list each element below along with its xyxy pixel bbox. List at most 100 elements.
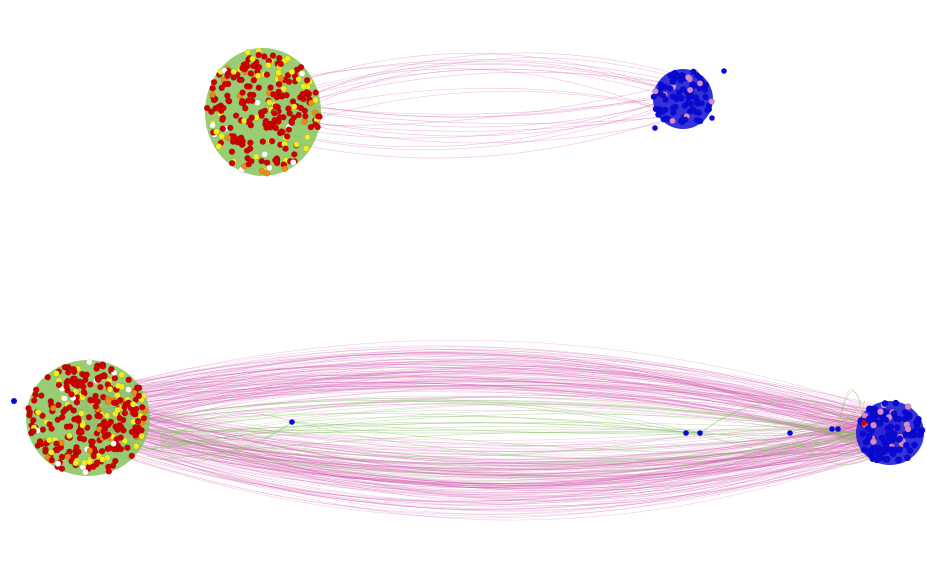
bottom-cross-edge	[67, 388, 896, 423]
bottom-cross-edge	[66, 393, 896, 447]
bottom-cross-edge	[85, 352, 895, 436]
bottom-cross-edge	[87, 378, 897, 418]
top-cross-edge	[269, 64, 696, 99]
bottom-b-node	[906, 447, 914, 454]
bottom-bridge-edge	[140, 422, 833, 435]
bottom-a-node	[98, 448, 106, 455]
top-a-node	[253, 153, 260, 160]
bottom-cross-edge	[85, 433, 903, 496]
top-a-node	[259, 138, 266, 145]
bottom-bridge-nodes	[289, 419, 841, 436]
bottom-bridge-edge	[699, 432, 870, 455]
bottom-cross-edge	[69, 397, 880, 464]
bottom-cluster-mixed	[11, 358, 150, 476]
top-a-node	[280, 85, 287, 92]
bottom-a-node	[107, 418, 115, 426]
bottom-a-node	[96, 413, 104, 420]
bottom-cross-edge	[64, 420, 895, 478]
top-a-node	[239, 89, 246, 96]
top-a-node	[312, 121, 319, 128]
top-a-node	[272, 124, 279, 132]
top-b-node	[679, 116, 686, 123]
bottom-cross-edge	[93, 429, 885, 521]
top-cross-edge	[282, 87, 690, 116]
top-a-node	[267, 84, 274, 91]
top-b-node	[650, 93, 657, 100]
bottom-cross-edge	[74, 385, 884, 442]
bottom-cross-edge	[96, 401, 898, 452]
top-a-node	[301, 107, 308, 115]
bottom-cross-edge	[76, 391, 888, 478]
bottom-a-node	[97, 383, 104, 391]
top-a-node	[295, 111, 302, 119]
top-a-node	[272, 103, 279, 110]
top-a-node	[263, 170, 271, 177]
top-a-node	[250, 76, 258, 84]
bottom-b-node	[904, 425, 912, 433]
bottom-a-node	[133, 384, 141, 391]
top-a-node	[210, 79, 218, 86]
bottom-cross-edge	[68, 364, 889, 442]
bottom-b-node	[869, 411, 877, 419]
bottom-a-node	[55, 401, 62, 409]
bottom-cross-edge	[100, 358, 887, 442]
bottom-cross-edge	[79, 384, 892, 445]
bottom-a-node	[121, 437, 129, 445]
top-a-node	[300, 83, 307, 90]
bottom-a-node	[26, 408, 33, 416]
bottom-cross-edge	[96, 424, 903, 502]
bottom-cross-edge	[92, 378, 901, 425]
top-a-node	[315, 113, 322, 120]
bottom-a-node	[73, 399, 81, 406]
top-a-node	[247, 139, 254, 147]
bottom-a-node	[89, 463, 97, 470]
bottom-a-node	[71, 375, 78, 382]
bottom-cross-edge	[73, 422, 876, 488]
bottom-a-node	[66, 432, 73, 439]
top-a-node	[285, 78, 293, 85]
bottom-cross-edge	[86, 414, 889, 487]
bottom-cross-edge	[83, 381, 889, 450]
bottom-a-node	[36, 438, 44, 445]
bottom-cross-edge	[81, 371, 877, 424]
bottom-a-node	[110, 440, 117, 447]
bottom-bridge-edge	[291, 421, 866, 455]
bottom-bridge-node	[829, 426, 835, 432]
top-a-node	[312, 89, 319, 96]
bottom-bridge-node	[835, 426, 841, 432]
top-cross-edges	[245, 52, 698, 159]
bottom-cross-edge	[76, 421, 893, 482]
bottom-bridge-node	[697, 430, 703, 436]
top-a-node	[224, 72, 231, 80]
bottom-cross-edge	[94, 405, 877, 462]
bottom-cross-edge	[100, 426, 885, 506]
bottom-bridge-edges	[140, 388, 870, 481]
top-a-node	[283, 91, 290, 99]
top-b-node	[702, 93, 709, 101]
bottom-a-node	[44, 374, 51, 381]
top-a-node	[254, 72, 262, 80]
bottom-cross-edge	[84, 431, 899, 510]
bottom-a-node	[103, 412, 111, 419]
top-a-node	[284, 71, 292, 79]
bottom-cross-edge	[68, 354, 877, 433]
bottom-a-node	[66, 404, 73, 411]
bottom-cross-edge	[65, 407, 880, 444]
top-a-node	[230, 68, 237, 75]
bottom-a-node	[89, 438, 96, 445]
bottom-bridge-edge	[159, 430, 861, 454]
bottom-cross-edge	[94, 359, 889, 417]
bottom-cross-edge	[103, 412, 882, 486]
top-b-node	[693, 108, 700, 116]
bottom-a-node	[116, 414, 124, 422]
bottom-a-node	[58, 465, 66, 472]
bottom-cross-edge	[86, 365, 905, 438]
bottom-a-node	[58, 453, 66, 461]
bottom-cross-edge	[65, 384, 905, 427]
top-a-node	[232, 112, 240, 119]
bottom-cross-edge	[73, 437, 902, 509]
bottom-bridge-edge	[158, 431, 701, 461]
bottom-a-node	[79, 422, 86, 429]
bottom-cross-edge	[65, 381, 880, 435]
bottom-cross-edge	[92, 367, 881, 443]
